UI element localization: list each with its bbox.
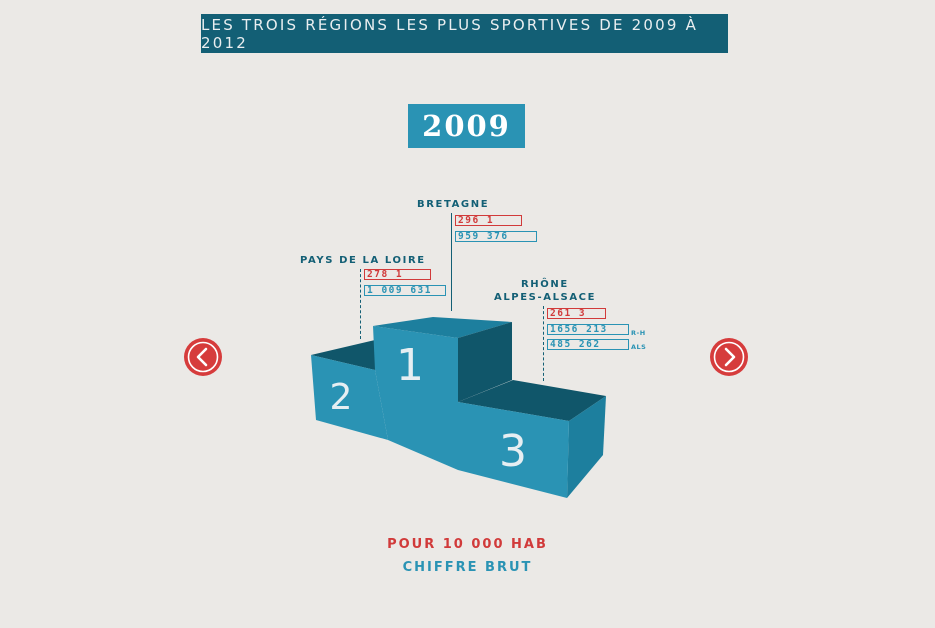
region-third-name-line2: ALPES-ALSACE [494, 292, 597, 303]
region-second-per-10000: 278 1 [364, 269, 431, 280]
podium-step-3-top [458, 380, 606, 421]
podium-step-2-top [311, 340, 375, 370]
region-third-raw-als: 485 262 [547, 339, 629, 350]
year-badge: 2009 [408, 104, 525, 148]
region-second-raw: 1 009 631 [364, 285, 446, 296]
page-title: LES TROIS RÉGIONS LES PLUS SPORTIVES DE … [201, 14, 728, 53]
region-third-per-10000: 261 3 [547, 308, 606, 319]
region-first-per-10000: 296 1 [455, 215, 522, 226]
region-first-raw: 959 376 [455, 231, 537, 242]
legend-raw: CHIFFRE BRUT [402, 560, 533, 575]
podium-step-1-side [458, 322, 512, 402]
podium-number-2: 2 [330, 377, 353, 418]
next-year-button[interactable] [710, 338, 748, 376]
podium-step-3-side [567, 396, 606, 498]
podium-step-2-front [311, 355, 388, 440]
region-third-raw-rh: 1656 213 [547, 324, 629, 335]
leader-line-first [451, 213, 452, 311]
region-third-raw-als-tag: ALS [631, 343, 647, 351]
region-third-raw-rh-tag: R-H [631, 329, 646, 337]
leader-line-third [543, 306, 544, 381]
legend-per-10000: POUR 10 000 HAB [387, 537, 548, 552]
region-third-name-line1: RHÔNE [521, 279, 569, 290]
region-second-name: PAYS DE LA LOIRE [300, 255, 426, 266]
previous-year-button[interactable] [184, 338, 222, 376]
chevron-right-icon [713, 341, 745, 373]
podium-number-3: 3 [499, 426, 527, 477]
podium-step-1-top [373, 317, 512, 338]
leader-line-second [360, 269, 361, 339]
podium-step-3-front [458, 402, 569, 498]
region-first-name: BRETAGNE [417, 199, 490, 210]
chevron-left-icon [187, 341, 219, 373]
podium-number-1: 1 [396, 340, 424, 391]
podium-step-1-front [373, 326, 458, 470]
